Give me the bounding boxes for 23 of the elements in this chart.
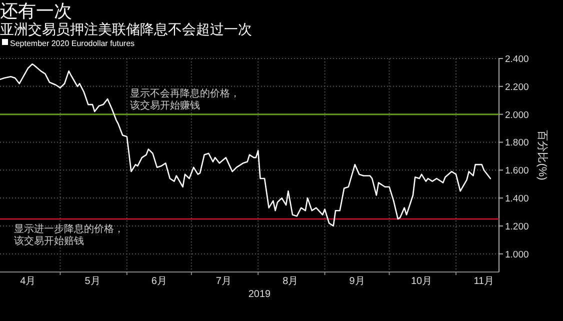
x-tick-label: 8月 [282, 276, 298, 287]
y-tick-label: 1.600 [505, 166, 529, 177]
x-tick-label: 5月 [84, 276, 100, 287]
x-tick-label: 4月 [20, 276, 36, 287]
y-tick-label: 1.000 [505, 249, 529, 260]
ref-line-label: 显示不会再降息的价格，该交易开始赚钱 [130, 87, 240, 112]
x-tick-label: 6月 [151, 276, 167, 287]
y-tick-label: 1.800 [505, 138, 529, 149]
y-tick-label: 1.400 [505, 194, 529, 205]
y-tick-label: 1.200 [505, 221, 529, 232]
y-tick-label: 2.400 [505, 54, 529, 65]
y-axis-title: 百分比(%) [536, 130, 549, 180]
chart-subtitle: 亚洲交易员押注美联储降息不会超过一次 [0, 21, 252, 37]
ref-line-label: 显示进一步降息的价格，该交易开始赔钱 [14, 222, 124, 247]
x-tick-label: 7月 [216, 276, 232, 287]
x-axis-title: 2019 [248, 289, 272, 300]
y-tick-label: 2.200 [505, 82, 529, 93]
legend-label: September 2020 Eurodollar futures [10, 39, 135, 48]
x-tick-label: 9月 [349, 276, 365, 287]
x-tick-label: 11月 [474, 276, 494, 287]
x-tick-label: 10月 [411, 276, 432, 287]
chart-title: 还有一次 [0, 1, 72, 21]
y-tick-label: 2.000 [505, 110, 529, 121]
